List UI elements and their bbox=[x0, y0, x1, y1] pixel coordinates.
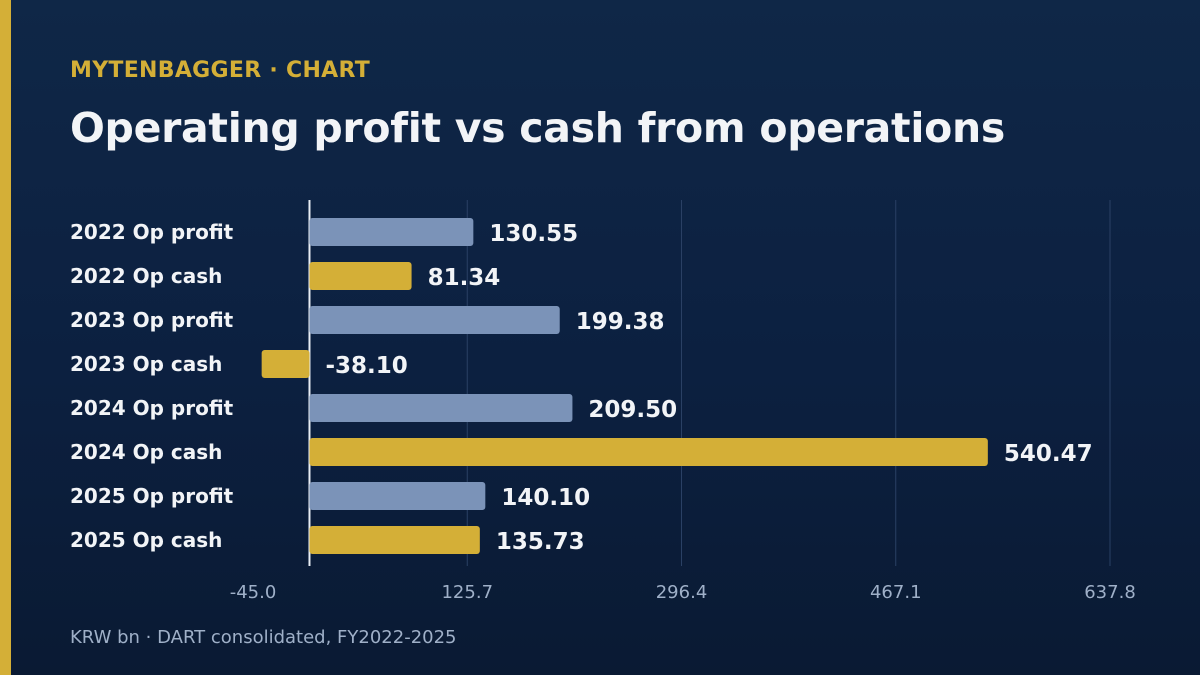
value-label: 209.50 bbox=[588, 397, 677, 423]
value-label: 199.38 bbox=[576, 309, 665, 335]
accent-bar bbox=[0, 0, 11, 675]
value-label: 135.73 bbox=[496, 529, 585, 555]
value-label: 130.55 bbox=[489, 221, 578, 247]
value-label: 140.10 bbox=[501, 485, 590, 511]
x-tick-label: 296.4 bbox=[656, 582, 708, 603]
category-label: 2025 Op cash bbox=[70, 528, 222, 552]
value-label: 540.47 bbox=[1004, 441, 1093, 467]
category-label: 2023 Op profit bbox=[70, 308, 234, 332]
value-label: -38.10 bbox=[325, 353, 407, 379]
bar-op_profit bbox=[309, 394, 573, 422]
value-label: 81.34 bbox=[428, 265, 501, 291]
bar-op_cash bbox=[261, 350, 310, 378]
category-label: 2022 Op cash bbox=[70, 264, 222, 288]
category-label: 2025 Op profit bbox=[70, 484, 234, 508]
bar-op_profit bbox=[309, 482, 486, 510]
chart-footnote: KRW bn · DART consolidated, FY2022-2025 bbox=[70, 627, 457, 648]
x-tick-label: -45.0 bbox=[230, 582, 277, 603]
category-label: 2024 Op profit bbox=[70, 396, 234, 420]
x-tick-label: 637.8 bbox=[1084, 582, 1136, 603]
category-label: 2024 Op cash bbox=[70, 440, 222, 464]
x-tick-label: 467.1 bbox=[870, 582, 922, 603]
bar-op_profit bbox=[309, 218, 474, 246]
bar-op_cash bbox=[309, 526, 480, 554]
x-tick-label: 125.7 bbox=[441, 582, 493, 603]
category-label: 2022 Op profit bbox=[70, 220, 234, 244]
chart-kicker: MYTENBAGGER · CHART bbox=[70, 58, 371, 83]
bar-op_cash bbox=[309, 262, 412, 290]
category-label: 2023 Op cash bbox=[70, 352, 222, 376]
chart-title: Operating profit vs cash from operations bbox=[70, 104, 1005, 152]
bar-op_profit bbox=[309, 306, 560, 334]
bar-op_cash bbox=[309, 438, 988, 466]
